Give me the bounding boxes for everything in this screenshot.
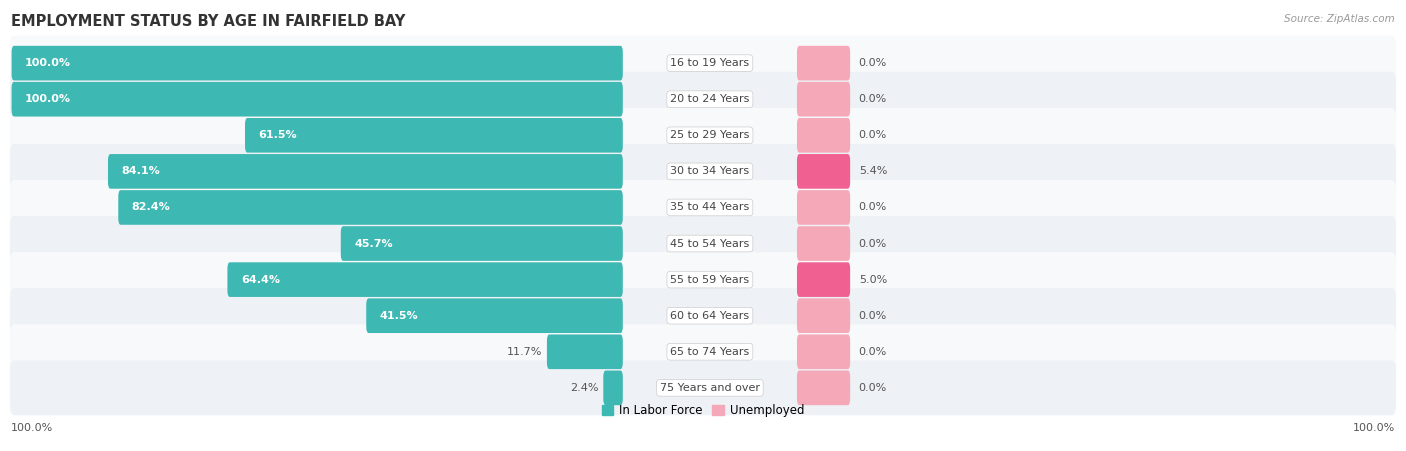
Text: 5.4%: 5.4%	[859, 166, 887, 176]
Text: 45.7%: 45.7%	[354, 239, 392, 249]
Text: Source: ZipAtlas.com: Source: ZipAtlas.com	[1284, 14, 1395, 23]
FancyBboxPatch shape	[797, 154, 851, 189]
Text: 11.7%: 11.7%	[508, 347, 543, 357]
FancyBboxPatch shape	[11, 82, 623, 116]
FancyBboxPatch shape	[10, 72, 1396, 127]
Text: 0.0%: 0.0%	[859, 130, 887, 140]
Text: 0.0%: 0.0%	[859, 311, 887, 321]
Text: 2.4%: 2.4%	[571, 383, 599, 393]
FancyBboxPatch shape	[118, 190, 623, 225]
FancyBboxPatch shape	[366, 299, 623, 333]
FancyBboxPatch shape	[797, 118, 851, 152]
FancyBboxPatch shape	[10, 180, 1396, 235]
FancyBboxPatch shape	[797, 299, 851, 333]
Text: 61.5%: 61.5%	[259, 130, 297, 140]
FancyBboxPatch shape	[797, 46, 851, 80]
Text: 65 to 74 Years: 65 to 74 Years	[671, 347, 749, 357]
FancyBboxPatch shape	[10, 216, 1396, 271]
Text: 16 to 19 Years: 16 to 19 Years	[671, 58, 749, 68]
Text: 100.0%: 100.0%	[1353, 423, 1395, 433]
Text: 55 to 59 Years: 55 to 59 Years	[671, 275, 749, 285]
Text: 41.5%: 41.5%	[380, 311, 419, 321]
Text: 0.0%: 0.0%	[859, 58, 887, 68]
FancyBboxPatch shape	[108, 154, 623, 189]
Text: 100.0%: 100.0%	[11, 423, 53, 433]
FancyBboxPatch shape	[10, 36, 1396, 91]
Text: 0.0%: 0.0%	[859, 94, 887, 104]
Text: 60 to 64 Years: 60 to 64 Years	[671, 311, 749, 321]
FancyBboxPatch shape	[228, 262, 623, 297]
FancyBboxPatch shape	[11, 46, 623, 80]
Text: 25 to 29 Years: 25 to 29 Years	[671, 130, 749, 140]
Text: 35 to 44 Years: 35 to 44 Years	[671, 202, 749, 212]
Text: 5.0%: 5.0%	[859, 275, 887, 285]
Text: 0.0%: 0.0%	[859, 239, 887, 249]
FancyBboxPatch shape	[10, 324, 1396, 379]
Legend: In Labor Force, Unemployed: In Labor Force, Unemployed	[598, 399, 808, 422]
Text: EMPLOYMENT STATUS BY AGE IN FAIRFIELD BAY: EMPLOYMENT STATUS BY AGE IN FAIRFIELD BA…	[11, 14, 405, 28]
FancyBboxPatch shape	[10, 144, 1396, 199]
Text: 0.0%: 0.0%	[859, 202, 887, 212]
FancyBboxPatch shape	[797, 82, 851, 116]
FancyBboxPatch shape	[797, 335, 851, 369]
Text: 30 to 34 Years: 30 to 34 Years	[671, 166, 749, 176]
Text: 84.1%: 84.1%	[121, 166, 160, 176]
Text: 100.0%: 100.0%	[25, 94, 72, 104]
Text: 64.4%: 64.4%	[240, 275, 280, 285]
Text: 0.0%: 0.0%	[859, 347, 887, 357]
FancyBboxPatch shape	[340, 226, 623, 261]
FancyBboxPatch shape	[797, 262, 851, 297]
FancyBboxPatch shape	[797, 226, 851, 261]
Text: 45 to 54 Years: 45 to 54 Years	[671, 239, 749, 249]
Text: 100.0%: 100.0%	[25, 58, 72, 68]
Text: 0.0%: 0.0%	[859, 383, 887, 393]
FancyBboxPatch shape	[10, 252, 1396, 307]
FancyBboxPatch shape	[603, 371, 623, 405]
FancyBboxPatch shape	[10, 108, 1396, 163]
FancyBboxPatch shape	[10, 288, 1396, 343]
FancyBboxPatch shape	[547, 335, 623, 369]
FancyBboxPatch shape	[10, 360, 1396, 415]
FancyBboxPatch shape	[245, 118, 623, 152]
FancyBboxPatch shape	[797, 190, 851, 225]
FancyBboxPatch shape	[797, 371, 851, 405]
Text: 82.4%: 82.4%	[132, 202, 170, 212]
Text: 75 Years and over: 75 Years and over	[659, 383, 759, 393]
Text: 20 to 24 Years: 20 to 24 Years	[671, 94, 749, 104]
